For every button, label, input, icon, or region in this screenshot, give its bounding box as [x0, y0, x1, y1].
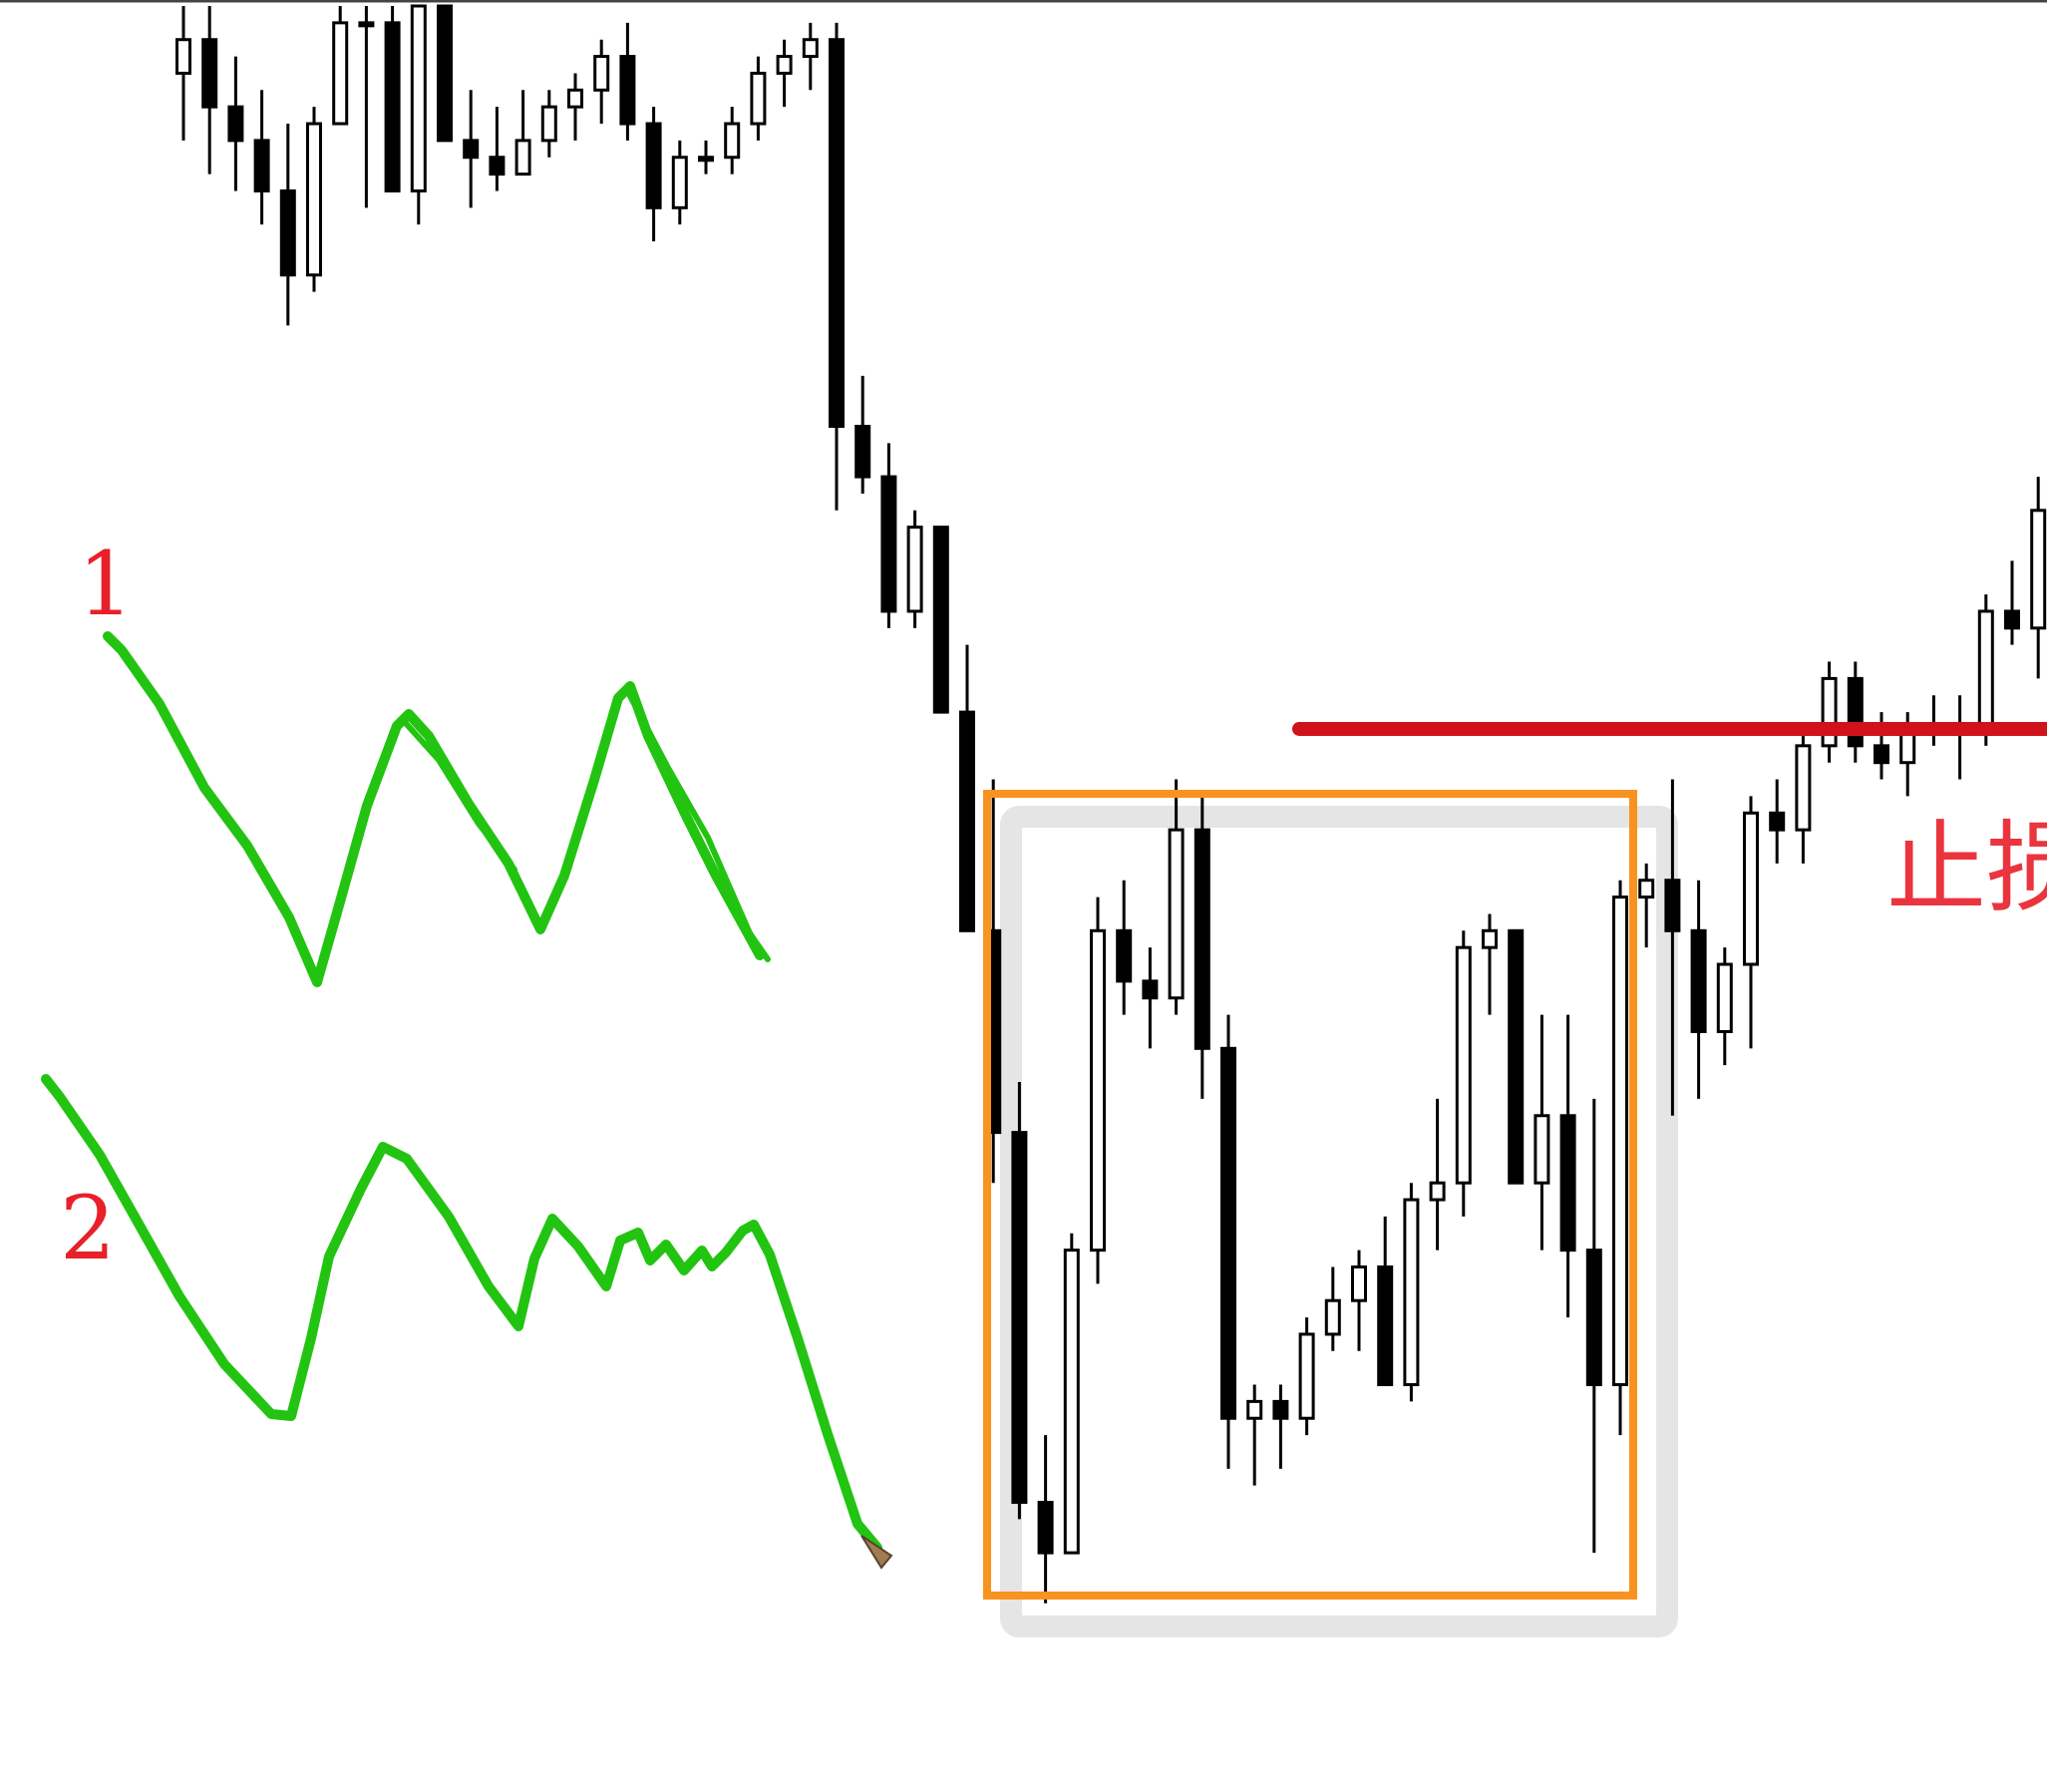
candles-group [175, 4, 2047, 1604]
candle-bearish [2004, 609, 2020, 630]
candle-bearish [437, 4, 453, 143]
candle-bearish [1559, 1114, 1576, 1253]
candle-bullish [1612, 896, 1628, 1387]
candle-bearish [227, 105, 244, 143]
candle-bullish [540, 105, 557, 143]
candle-bullish [906, 526, 923, 613]
candle-bearish [1220, 1046, 1236, 1420]
candle-bullish [1403, 1198, 1420, 1387]
candle-bearish [1011, 1131, 1028, 1505]
candle-bearish [1664, 879, 1681, 932]
candle-bearish [1272, 1399, 1289, 1420]
candle-bearish [645, 122, 662, 209]
candle-bearish [1142, 979, 1159, 1000]
candle-bearish [1377, 1265, 1394, 1387]
candle-bearish [384, 21, 401, 192]
candle-bullish [358, 21, 375, 28]
pattern-2-drawing [41, 1074, 882, 1553]
candle-bearish [1116, 928, 1133, 983]
candle-bearish [463, 139, 480, 160]
candle-bearish [1508, 928, 1525, 1185]
candle-bullish [1429, 1181, 1446, 1202]
candle-bullish [698, 156, 714, 163]
candle-bullish [1716, 962, 1733, 1033]
candle-bearish [932, 526, 949, 714]
candle-bullish [1795, 744, 1812, 832]
candle-bullish [332, 21, 349, 126]
candle-bullish [567, 88, 583, 109]
pattern-2-label: 2 [60, 1177, 116, 1279]
candle-bullish [2030, 509, 2047, 630]
candle-bullish [1324, 1298, 1341, 1336]
box-shadow [1000, 806, 1678, 1637]
candle-bullish [776, 55, 793, 75]
candle-bullish [724, 122, 741, 160]
candle-bullish [1482, 928, 1498, 949]
candle-bearish [1037, 1501, 1054, 1555]
pen-cursor-icon [860, 1535, 893, 1570]
candle-bullish [410, 4, 427, 192]
candle-bearish [829, 38, 845, 428]
candle-bullish [514, 139, 531, 177]
candle-bullish [1063, 1249, 1080, 1555]
candle-bearish [1194, 828, 1210, 1050]
candle-bearish [1690, 928, 1707, 1033]
candle-bearish [854, 425, 871, 479]
candle-bearish [253, 139, 270, 192]
candle-bullish [1298, 1332, 1315, 1420]
candle-bullish [671, 156, 688, 209]
candle-bullish [1977, 609, 1994, 731]
stop-loss-label: 止损 [1886, 810, 2047, 926]
pattern-1-label: 1 [78, 533, 134, 635]
candle-bullish [802, 38, 819, 59]
candle-bullish [175, 38, 191, 75]
candle-bullish [306, 122, 322, 277]
pattern-1-drawing [103, 631, 765, 987]
candle-bullish [1638, 879, 1655, 899]
pattern-1-overdraw [400, 693, 771, 962]
candle-bearish [489, 156, 506, 177]
consolidation-box [983, 790, 1637, 1600]
candle-bearish [279, 188, 296, 277]
candle-bullish [593, 55, 610, 92]
candle-bullish [1246, 1399, 1263, 1420]
candle-bearish [1874, 744, 1889, 765]
candle-bearish [959, 710, 975, 932]
candle-bearish [619, 55, 636, 126]
candle-bearish [880, 475, 897, 613]
candle-bearish [201, 38, 218, 109]
candle-bearish [1585, 1249, 1602, 1387]
candle-bullish [1090, 928, 1106, 1253]
candle-bullish [750, 71, 767, 126]
candle-bullish [1351, 1265, 1367, 1302]
candle-bearish [1769, 811, 1786, 832]
candle-bullish [1168, 828, 1185, 1000]
candle-bullish [1455, 945, 1472, 1185]
candle-bullish [1534, 1114, 1550, 1185]
candle-bullish [1743, 811, 1759, 966]
